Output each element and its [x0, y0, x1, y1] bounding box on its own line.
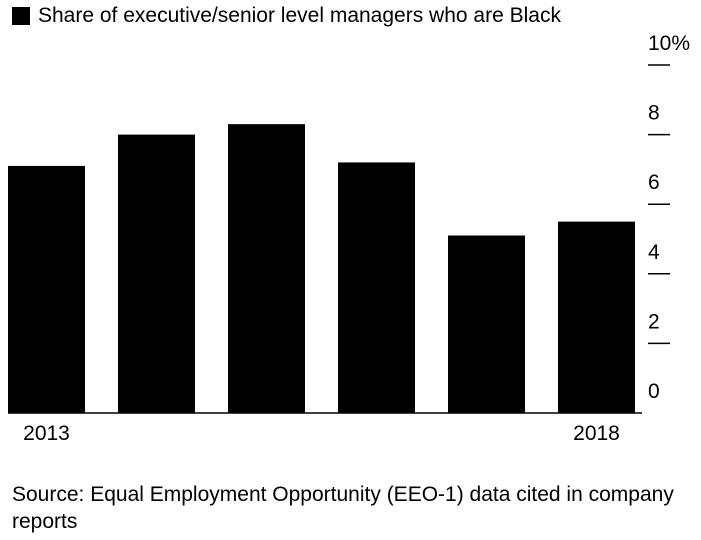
bar-2017: [448, 235, 525, 413]
bar-2016: [338, 162, 415, 413]
y-tick-label-2: 2: [648, 310, 660, 333]
y-tick-label-8: 8: [648, 102, 660, 125]
bar-2015: [228, 124, 305, 413]
x-tick-label-2018: 2018: [573, 422, 620, 445]
bars: [8, 124, 635, 413]
x-axis: 2013 2018: [23, 422, 620, 445]
y-axis: 0 2 4 6 8 10%: [648, 32, 690, 403]
legend: Share of executive/senior level managers…: [12, 3, 561, 29]
y-tick-label-10: 10%: [648, 32, 690, 55]
bar-2014: [118, 134, 195, 413]
bar-2018: [558, 221, 635, 413]
y-tick-label-4: 4: [648, 241, 660, 264]
y-tick-label-6: 6: [648, 171, 660, 194]
legend-label: Share of executive/senior level managers…: [38, 4, 561, 27]
y-tick-label-0: 0: [648, 380, 660, 403]
legend-swatch: [12, 7, 30, 25]
source-note: Source: Equal Employment Opportunity (EE…: [12, 483, 674, 533]
x-tick-label-2013: 2013: [23, 422, 70, 445]
bar-2013: [8, 165, 85, 413]
bar-chart: 0 2 4 6 8 10% 2013 2018: [8, 32, 690, 445]
